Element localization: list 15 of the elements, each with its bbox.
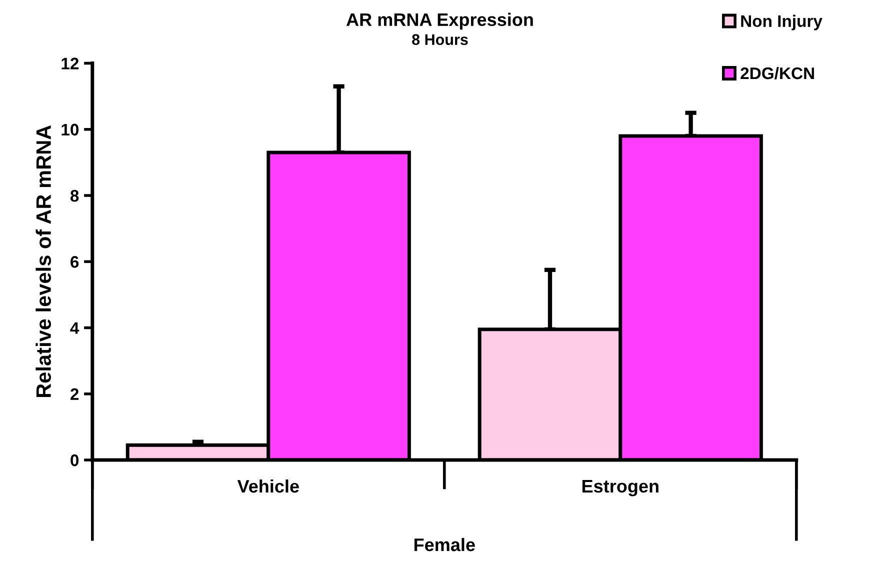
y-tick-label: 8: [70, 190, 79, 202]
y-tick-label: 0: [70, 454, 79, 466]
x-tick-label: Estrogen: [582, 480, 658, 496]
legend-label: Non Injury: [741, 14, 822, 30]
chart-title: AR mRNA Expression: [346, 12, 533, 30]
chart-subtitle: 8 Hours: [412, 34, 468, 45]
y-tick-label: 2: [70, 388, 79, 400]
x-axis-title: Female: [414, 538, 475, 552]
y-tick-label: 6: [70, 256, 79, 268]
legend-label: 2DG/KCN: [740, 66, 814, 80]
x-tick-label: Vehicle: [237, 479, 299, 493]
y-tick-label: 10: [62, 124, 79, 136]
y-tick-label: 4: [70, 322, 80, 334]
y-tick-label: 12: [62, 58, 79, 70]
y-axis-title: Relative levels of AR mRNA: [36, 125, 51, 398]
